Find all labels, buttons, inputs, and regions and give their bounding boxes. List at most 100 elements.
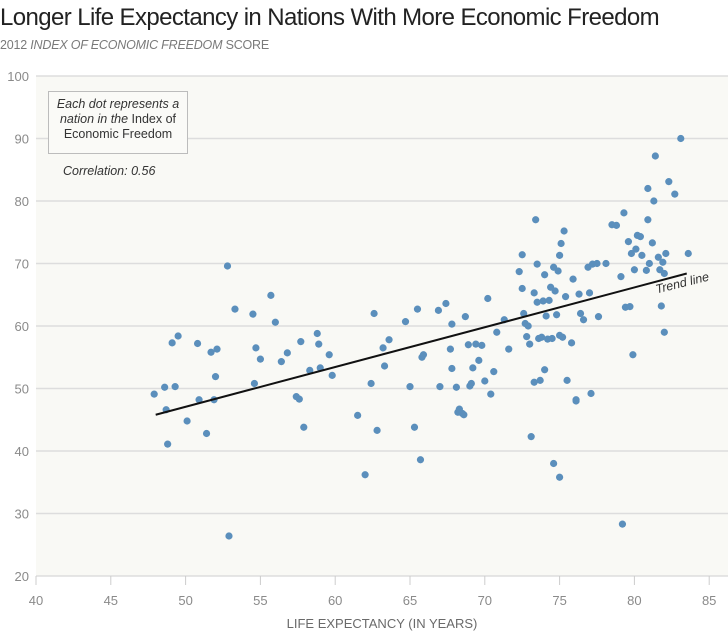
y-tick-label: 30 [15, 507, 29, 522]
data-point [295, 395, 303, 403]
data-point [677, 134, 685, 143]
data-point [469, 364, 477, 372]
y-tick-label: 90 [15, 132, 29, 147]
y-tick-label: 20 [15, 569, 29, 584]
data-point [213, 345, 221, 353]
data-point [671, 190, 679, 198]
data-point [561, 293, 570, 301]
data-point [644, 216, 652, 224]
data-point [379, 344, 387, 352]
data-point [472, 340, 480, 348]
data-point [579, 316, 588, 324]
data-point [563, 376, 571, 384]
data-point [624, 238, 633, 246]
data-point [558, 333, 567, 341]
data-point [532, 216, 540, 224]
data-point [202, 429, 211, 438]
data-point [557, 239, 565, 248]
data-point [515, 268, 523, 276]
data-point [645, 259, 653, 268]
data-point [267, 291, 275, 299]
data-point [370, 309, 378, 318]
data-point [560, 227, 568, 235]
data-point [211, 373, 220, 381]
data-point [328, 371, 336, 379]
data-point [594, 313, 603, 321]
x-tick-label: 50 [178, 593, 192, 608]
data-point [475, 356, 483, 364]
data-point [250, 379, 259, 388]
data-point [550, 459, 558, 468]
data-point [533, 260, 541, 268]
x-tick-label: 70 [478, 593, 492, 608]
data-point [585, 289, 594, 297]
y-axis-ticks: 20 30 40 50 60 70 80 90 100 [7, 69, 29, 584]
data-point [587, 389, 595, 398]
data-point [665, 178, 673, 186]
data-point [617, 273, 625, 281]
data-point [626, 303, 634, 311]
data-point [551, 287, 559, 295]
trend-line [155, 272, 688, 416]
annotation-box: Each dot represents a nation in the Inde… [48, 91, 188, 154]
data-point [464, 341, 472, 349]
data-point [413, 305, 422, 313]
data-point [461, 313, 469, 321]
data-point [448, 364, 456, 373]
data-point [271, 318, 279, 326]
data-point [354, 411, 362, 419]
data-point [541, 271, 549, 279]
data-point [527, 433, 535, 441]
data-point [171, 383, 179, 391]
data-point [183, 417, 191, 425]
x-tick-label: 75 [552, 593, 566, 608]
y-axis-title-suffix: SCORE [222, 38, 270, 52]
y-tick-label: 100 [7, 69, 29, 84]
data-point [487, 390, 495, 398]
data-point [277, 358, 285, 366]
data-point [530, 289, 538, 297]
data-point [252, 344, 260, 352]
data-point [460, 411, 468, 419]
data-point [520, 309, 528, 318]
data-points [150, 134, 692, 540]
data-point [373, 426, 381, 434]
data-point [174, 332, 182, 340]
data-point [442, 299, 450, 308]
data-point [569, 275, 577, 283]
data-point [533, 298, 541, 306]
data-point [556, 251, 564, 259]
data-point [556, 473, 564, 481]
y-axis-title-italic: INDEX OF ECONOMIC FREEDOM [30, 38, 223, 52]
data-point [249, 310, 257, 318]
data-point [660, 269, 668, 278]
data-point [380, 362, 389, 370]
data-point [256, 355, 264, 363]
data-point [481, 377, 489, 385]
x-axis-title: LIFE EXPECTANCY (IN YEARS) [287, 616, 478, 631]
data-point [168, 339, 176, 347]
data-point [436, 383, 444, 391]
annotation-plain-text: Index of Economic Freedom [63, 112, 177, 141]
data-point [161, 383, 169, 391]
data-point [315, 340, 323, 348]
data-point [164, 440, 172, 448]
data-point [385, 336, 393, 344]
x-tick-label: 40 [29, 593, 43, 608]
data-point [642, 266, 650, 274]
data-point [650, 197, 658, 205]
y-axis-title-prefix: 2012 [0, 38, 31, 52]
data-point [539, 297, 547, 305]
data-point [300, 423, 308, 431]
data-point [419, 351, 428, 359]
x-tick-label: 80 [627, 593, 641, 608]
data-point [684, 249, 692, 258]
x-tick-label: 85 [702, 593, 716, 608]
correlation-label: Correlation: 0.56 [63, 164, 156, 178]
data-point [416, 456, 425, 464]
data-point [518, 251, 526, 259]
data-point [618, 520, 627, 528]
data-point [225, 532, 233, 540]
y-tick-label: 60 [15, 319, 29, 334]
data-point [523, 333, 531, 341]
